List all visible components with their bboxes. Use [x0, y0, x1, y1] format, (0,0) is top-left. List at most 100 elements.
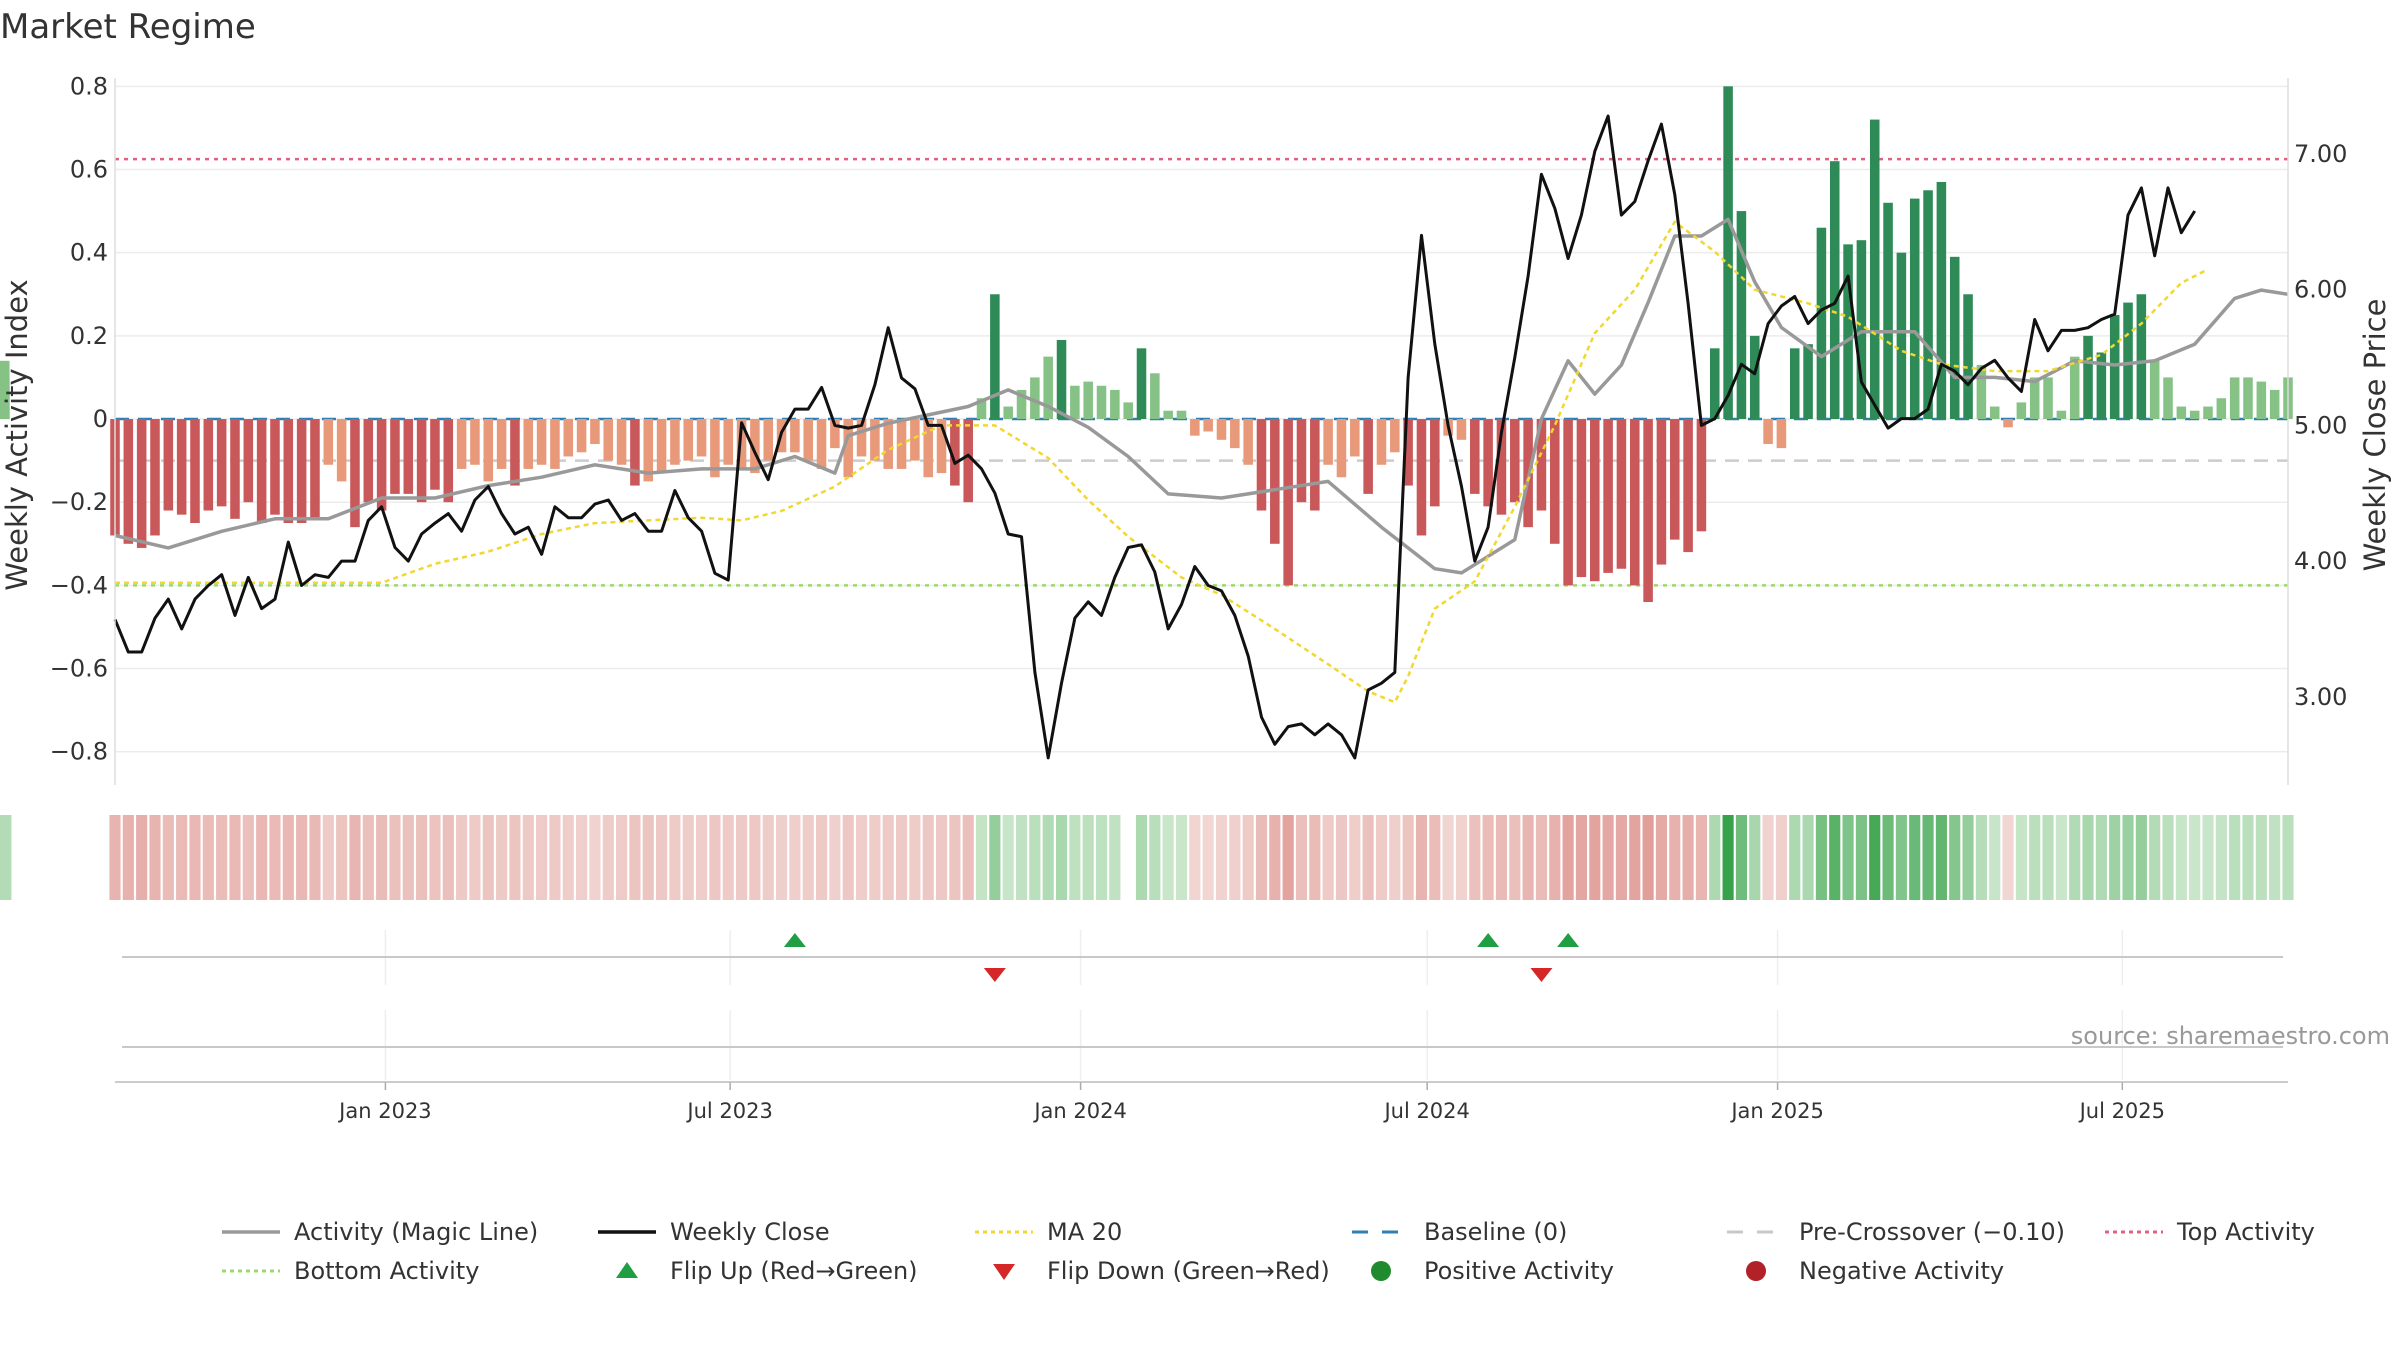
- regime-strip-cell: [629, 815, 641, 900]
- legend-item: Positive Activity: [1371, 1257, 1614, 1285]
- activity-bar: [270, 419, 280, 515]
- regime-strip-cell: [1762, 815, 1774, 900]
- regime-strip-cell: [1602, 815, 1614, 900]
- left-tick-label: −0.2: [50, 488, 108, 516]
- regime-strip-cell: [2055, 815, 2067, 900]
- activity-bar: [1336, 419, 1347, 478]
- activity-bar: [1470, 419, 1480, 494]
- activity-bar: [2056, 410, 2067, 420]
- legend-label: Activity (Magic Line): [294, 1218, 538, 1246]
- activity-bar: [1430, 419, 1440, 507]
- legend-label: Negative Activity: [1799, 1257, 2004, 1285]
- activity-bar: [256, 419, 267, 523]
- activity-bar: [1576, 419, 1587, 578]
- x-tick-label: Jan 2023: [337, 1099, 432, 1123]
- regime-strip-cell: [736, 815, 748, 900]
- activity-bar: [1483, 419, 1493, 507]
- activity-bar: [723, 419, 734, 465]
- activity-bar: [1056, 340, 1067, 420]
- left-tick-label: −0.6: [50, 655, 108, 683]
- regime-strip-cell: [789, 815, 801, 900]
- activity-bar: [2269, 389, 2280, 420]
- regime-strip-cell: [1495, 815, 1508, 900]
- activity-bar: [1843, 244, 1853, 420]
- regime-strip-cell: [1015, 815, 1028, 900]
- axes: −0.8 −0.6 −0.4 −0.2 0 0.2 0.4 0.6 0.8 3.00 4.00 5.0…: [50, 72, 2348, 1123]
- flip-down-marker: [983, 968, 1006, 982]
- regime-strip-cell: [1109, 815, 1121, 900]
- regime-strip-cell: [1522, 815, 1534, 900]
- activity-bar: [443, 419, 454, 503]
- regime-strip-cell: [1802, 815, 1814, 900]
- regime-strip-cell: [482, 815, 494, 900]
- activity-bar: [1709, 348, 1720, 420]
- regime-strip-cell: [1922, 815, 1934, 900]
- activity-bar: [1110, 389, 1120, 420]
- left-tick-label: 0.4: [70, 239, 108, 267]
- regime-strip-cell: [2015, 815, 2027, 900]
- regime-strip-cell: [216, 815, 228, 900]
- activity-bar: [2189, 410, 2200, 420]
- regime-strip-cell: [202, 815, 214, 900]
- legend: Activity (Magic Line) Weekly Close MA 20 Ba…: [222, 1218, 2315, 1285]
- activity-bar: [2069, 356, 2080, 420]
- x-tick-label: Jul 2025: [2078, 1099, 2165, 1123]
- activity-bar: [1763, 419, 1773, 444]
- left-axis-label: Weekly Activity Index: [0, 279, 34, 590]
- activity-bar: [1909, 198, 1920, 420]
- magic-line: [114, 217, 2289, 575]
- activity-bar: [1083, 381, 1093, 420]
- activity-bar: [1536, 419, 1547, 511]
- reference-lines: [115, 157, 2288, 587]
- activity-bar: [1789, 348, 1800, 420]
- regime-strip-cell: [709, 815, 721, 900]
- activity-bar: [976, 398, 987, 420]
- activity-bar: [2256, 381, 2267, 420]
- regime-strip-cell: [1282, 815, 1294, 900]
- right-tick-label: 6.00: [2294, 276, 2347, 304]
- activity-bar: [2016, 402, 2027, 420]
- regime-strip-cell: [656, 815, 668, 900]
- legend-label: Flip Down (Green→Red): [1047, 1257, 1330, 1285]
- activity-bar: [390, 419, 400, 494]
- regime-strip-cell: [2215, 815, 2227, 900]
- activity-bar: [2136, 294, 2147, 420]
- legend-swatch-circle: [1746, 1261, 1766, 1281]
- regime-strip-cell: [2189, 815, 2201, 900]
- activity-bar: [1936, 181, 1947, 420]
- regime-strip-cell: [576, 815, 588, 900]
- activity-bar: [1749, 335, 1760, 420]
- activity-bar: [1003, 406, 1013, 420]
- legend-label: Baseline (0): [1424, 1218, 1567, 1246]
- activity-bar: [1949, 256, 1960, 420]
- regime-strip-cell: [989, 815, 1001, 900]
- regime-strip-cell: [1682, 815, 1694, 900]
- activity-bar: [1963, 294, 1973, 420]
- activity-bar: [1043, 356, 1053, 420]
- activity-bar: [2149, 360, 2160, 420]
- activity-bar: [883, 419, 893, 469]
- activity-bar: [963, 419, 973, 503]
- regime-strip-cell: [1442, 815, 1454, 900]
- legend-item: Flip Up (Red→Green): [616, 1257, 918, 1285]
- regime-strip-cell: [1482, 815, 1494, 900]
- regime-strip-cell: [1709, 815, 1721, 900]
- regime-strip-cell: [349, 815, 361, 900]
- regime-strip-cell: [2242, 815, 2254, 900]
- regime-strip-cell: [2149, 815, 2161, 900]
- regime-strip-cell: [616, 815, 628, 900]
- regime-strip-cell: [416, 815, 428, 900]
- activity-bar: [1070, 385, 1080, 420]
- activity-bar: [590, 419, 600, 444]
- regime-strip-cell: [1775, 815, 1787, 900]
- regime-strip-cell: [1655, 815, 1667, 900]
- regime-strip-cell: [229, 815, 241, 900]
- left-tick-label: 0.8: [70, 72, 108, 100]
- activity-bar: [1643, 419, 1653, 603]
- regime-strip-cell: [1975, 815, 1987, 900]
- activity-bar: [2096, 352, 2107, 420]
- regime-strip-cell: [1669, 815, 1681, 900]
- regime-strip-cell: [2109, 815, 2121, 900]
- regime-strip-cell: [429, 815, 441, 900]
- regime-strip-cell: [322, 815, 334, 900]
